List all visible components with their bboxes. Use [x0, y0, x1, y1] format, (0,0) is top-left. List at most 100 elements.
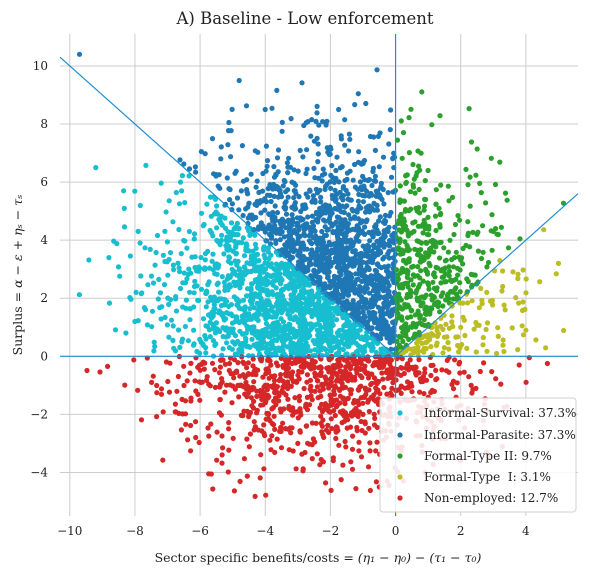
point-formal-type-i [523, 276, 529, 282]
point-formal-type-ii [403, 333, 409, 339]
point-informal-survival [219, 222, 225, 228]
point-non-employed [270, 422, 277, 428]
point-informal-parasite [364, 188, 370, 194]
point-informal-survival [266, 299, 272, 305]
point-informal-parasite [293, 206, 299, 212]
point-informal-parasite [338, 254, 344, 261]
point-informal-parasite [334, 233, 340, 239]
point-formal-type-i [478, 285, 484, 291]
point-formal-type-i [480, 334, 486, 341]
point-informal-parasite [289, 212, 295, 218]
point-non-employed [289, 375, 295, 382]
point-informal-parasite [365, 242, 371, 248]
point-formal-type-ii [457, 280, 463, 286]
point-informal-survival [299, 279, 305, 285]
point-informal-survival [208, 230, 215, 236]
point-non-employed [336, 362, 342, 369]
point-formal-type-ii [407, 189, 414, 195]
point-formal-type-ii [415, 264, 421, 270]
x-tick-label: 4 [522, 524, 530, 538]
point-non-employed [371, 375, 377, 381]
point-informal-survival [202, 333, 208, 339]
point-non-employed [263, 492, 269, 498]
point-formal-type-ii [428, 245, 434, 251]
point-informal-survival [244, 225, 250, 231]
point-non-employed [187, 370, 193, 376]
point-informal-parasite [382, 217, 388, 223]
point-informal-survival [211, 297, 217, 304]
point-informal-parasite [374, 261, 380, 267]
point-non-employed [192, 378, 198, 384]
point-informal-parasite [391, 189, 398, 195]
point-non-employed [158, 386, 165, 392]
point-non-employed [97, 369, 103, 375]
point-formal-type-ii [455, 213, 461, 219]
point-informal-survival [135, 228, 141, 234]
point-informal-survival [209, 309, 215, 315]
point-informal-survival [235, 280, 241, 286]
point-informal-parasite [332, 187, 338, 193]
point-informal-parasite [333, 286, 339, 292]
point-informal-parasite [363, 285, 369, 291]
point-informal-parasite [375, 245, 381, 251]
point-informal-survival [188, 270, 194, 276]
point-informal-survival [276, 264, 282, 270]
point-informal-parasite [360, 243, 366, 249]
point-non-employed [328, 416, 334, 422]
point-formal-type-ii [433, 187, 439, 193]
point-informal-survival [177, 344, 183, 350]
point-informal-survival [358, 335, 364, 342]
point-informal-survival [353, 340, 359, 346]
point-informal-survival [255, 310, 261, 316]
point-informal-survival [156, 276, 162, 282]
point-non-employed [343, 416, 349, 422]
point-informal-survival [212, 271, 218, 277]
point-informal-survival [259, 331, 265, 338]
point-informal-parasite [376, 164, 382, 170]
point-informal-survival [315, 328, 322, 335]
point-non-employed [206, 433, 212, 439]
point-non-employed [430, 362, 436, 368]
point-formal-type-ii [450, 289, 456, 295]
point-non-employed [367, 487, 373, 494]
point-informal-survival [177, 179, 184, 185]
point-non-employed [427, 354, 433, 360]
point-informal-parasite [248, 171, 254, 177]
diagonal-threshold-line [395, 193, 579, 357]
point-informal-survival [170, 219, 176, 225]
point-informal-parasite [368, 190, 374, 197]
point-formal-type-ii [403, 302, 409, 308]
point-informal-survival [164, 239, 170, 245]
point-non-employed [178, 427, 184, 433]
point-informal-survival [106, 300, 113, 306]
point-informal-parasite [253, 214, 259, 221]
legend-label-formal-type-ii: Formal-Type II: 9.7% [424, 449, 552, 463]
point-non-employed [333, 404, 340, 410]
point-informal-parasite [388, 209, 394, 216]
point-informal-parasite [316, 175, 322, 181]
point-non-employed [261, 466, 267, 472]
point-informal-survival [249, 281, 255, 287]
point-informal-survival [141, 305, 147, 311]
point-formal-type-ii [456, 254, 462, 260]
point-informal-survival [379, 347, 385, 353]
point-informal-parasite [352, 255, 358, 261]
point-formal-type-i [484, 289, 490, 295]
point-non-employed [307, 377, 314, 383]
point-non-employed [201, 366, 207, 372]
point-non-employed [257, 475, 263, 481]
point-non-employed [469, 390, 475, 396]
point-informal-parasite [338, 133, 344, 139]
point-non-employed [433, 367, 439, 373]
point-formal-type-ii [468, 139, 475, 145]
point-informal-parasite [380, 154, 387, 160]
point-informal-survival [287, 343, 293, 349]
y-tick-label: 10 [33, 59, 48, 73]
point-informal-parasite [366, 290, 373, 296]
point-informal-parasite [380, 239, 386, 245]
point-informal-survival [112, 327, 119, 333]
point-informal-survival [369, 341, 375, 347]
point-formal-type-ii [437, 212, 443, 218]
point-informal-parasite [340, 184, 347, 190]
point-formal-type-i [443, 321, 449, 327]
